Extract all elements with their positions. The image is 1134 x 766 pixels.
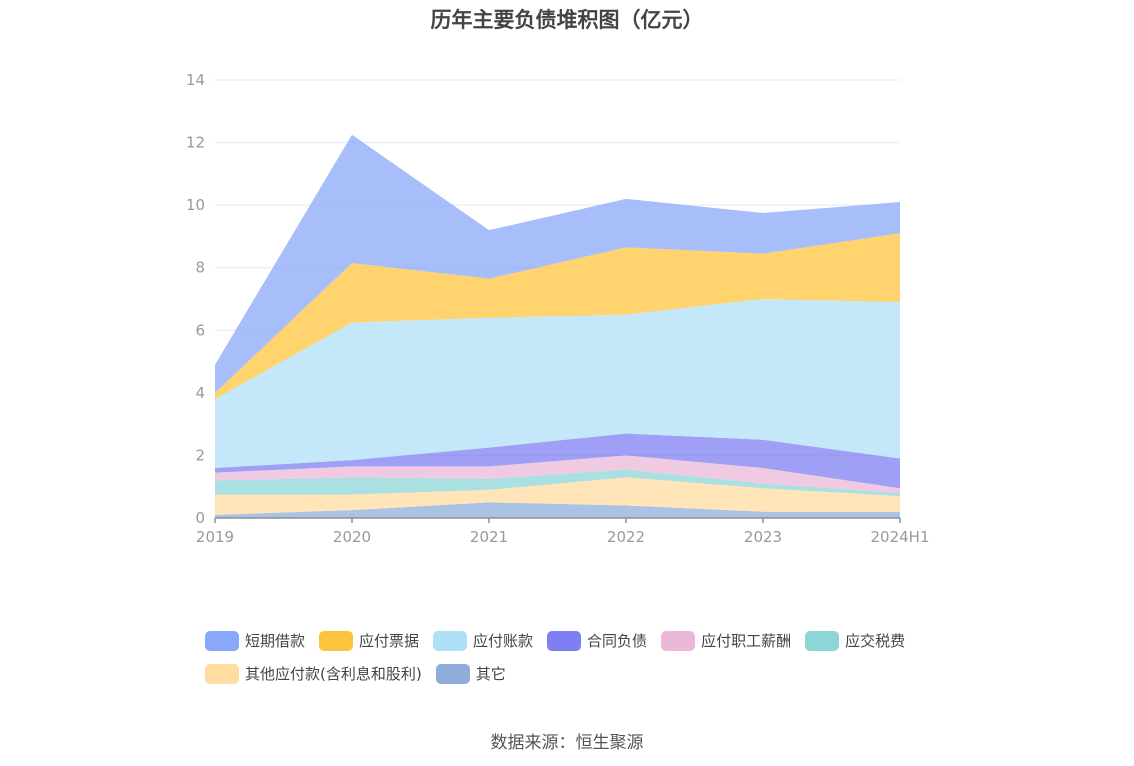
legend-swatch xyxy=(435,663,470,684)
x-tick-label: 2022 xyxy=(607,528,645,546)
legend-label: 其它 xyxy=(475,665,506,683)
legend-swatch xyxy=(661,630,696,651)
x-tick-label: 2024H1 xyxy=(871,528,930,546)
legend-swatch xyxy=(805,630,840,651)
x-tick-label: 2023 xyxy=(744,528,782,546)
legend-label: 应付账款 xyxy=(473,632,534,650)
legend-swatch xyxy=(547,630,582,651)
y-tick-label: 12 xyxy=(186,134,205,152)
area-series-2 xyxy=(215,469,900,497)
legend-swatch xyxy=(319,630,354,651)
x-tick-label: 2019 xyxy=(196,528,234,546)
x-tick-label: 2020 xyxy=(333,528,371,546)
y-tick-label: 2 xyxy=(195,446,205,464)
area-series-4 xyxy=(215,433,900,489)
legend-item[interactable]: 合同负债 xyxy=(547,630,647,651)
legend-swatch xyxy=(433,630,468,651)
legend-item[interactable]: 其他应付款(含利息和股利) xyxy=(205,663,422,684)
legend-label: 应交税费 xyxy=(845,632,906,650)
legend-item[interactable]: 应交税费 xyxy=(805,630,905,651)
legend-swatch xyxy=(205,663,239,684)
area-series-3 xyxy=(215,455,900,493)
x-tick-label: 2021 xyxy=(470,528,508,546)
y-tick-label: 10 xyxy=(186,196,205,214)
axis-layer: 0 2 4 6 8 10 12 14 2019 2020 2021 2022 2023 2024H1 xyxy=(186,71,930,546)
y-tick-label: 0 xyxy=(195,509,205,527)
area-series-1 xyxy=(215,477,900,515)
legend-item[interactable]: 其它 xyxy=(435,663,506,684)
legend-label: 应付票据 xyxy=(359,632,420,650)
legend-label: 短期借款 xyxy=(245,632,306,650)
area-series-6 xyxy=(215,233,900,400)
area-series-0 xyxy=(215,502,900,518)
legend-swatch xyxy=(205,630,239,651)
y-tick-label: 6 xyxy=(195,321,205,339)
y-tick-label: 4 xyxy=(195,384,205,402)
y-tick-label: 14 xyxy=(186,71,205,89)
area-series-5 xyxy=(215,299,900,468)
chart-plot: 0 2 4 6 8 10 12 14 2019 2020 2021 2022 2023 2024H1 xyxy=(186,71,930,546)
area-series-7 xyxy=(215,134,900,393)
legend-item[interactable]: 应付票据 xyxy=(319,630,419,651)
legend-item[interactable]: 应付职工薪酬 xyxy=(661,630,791,651)
legend-item[interactable]: 短期借款 xyxy=(205,630,305,651)
area-layer xyxy=(215,134,900,518)
legend-label: 合同负债 xyxy=(587,632,648,650)
legend-label: 应付职工薪酬 xyxy=(701,632,792,650)
chart-title: 历年主要负债堆积图（亿元） xyxy=(430,8,704,32)
y-tick-label: 8 xyxy=(195,259,205,277)
source-note: 数据来源：恒生聚源 xyxy=(490,733,644,753)
legend-item[interactable]: 应付账款 xyxy=(433,630,533,651)
legend-label: 其他应付款(含利息和股利) xyxy=(245,665,422,683)
legend: 短期借款 应付票据 应付账款 合同负债 应付职工薪酬 应交税费其他应付款(含利息和股利) 其… xyxy=(205,630,965,696)
